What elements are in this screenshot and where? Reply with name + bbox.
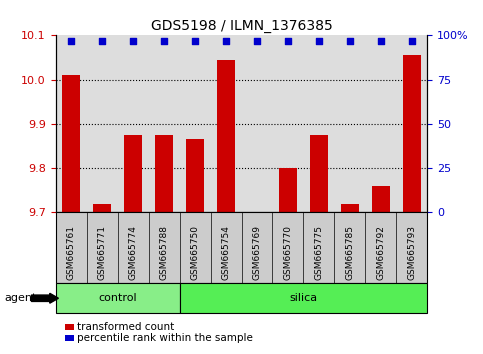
Bar [279, 168, 297, 212]
Point [98, 38, 106, 44]
Title: GDS5198 / ILMN_1376385: GDS5198 / ILMN_1376385 [151, 19, 332, 33]
Text: control: control [98, 293, 137, 303]
Bar [155, 135, 173, 212]
Text: GSM665770: GSM665770 [284, 225, 293, 280]
Point [408, 38, 416, 44]
Text: GSM665750: GSM665750 [190, 225, 199, 280]
Text: GSM665774: GSM665774 [128, 225, 138, 280]
Bar [372, 186, 390, 212]
Bar [186, 139, 204, 212]
Point [315, 38, 323, 44]
Point [253, 38, 261, 44]
Text: GSM665792: GSM665792 [376, 225, 385, 280]
Bar [217, 60, 235, 212]
Text: GSM665771: GSM665771 [98, 225, 107, 280]
Text: GSM665788: GSM665788 [159, 225, 169, 280]
Bar [93, 204, 112, 212]
Text: agent: agent [5, 293, 37, 303]
Point [129, 38, 137, 44]
Bar [124, 135, 142, 212]
Point [191, 38, 199, 44]
Point [346, 38, 354, 44]
Bar [310, 135, 328, 212]
Point [222, 38, 230, 44]
Text: GSM665793: GSM665793 [408, 225, 416, 280]
Bar [62, 75, 80, 212]
Bar [403, 55, 421, 212]
Bar [248, 212, 266, 219]
Text: GSM665785: GSM665785 [345, 225, 355, 280]
Point [284, 38, 292, 44]
Text: GSM665775: GSM665775 [314, 225, 324, 280]
Point [160, 38, 168, 44]
Point [377, 38, 385, 44]
Bar [341, 204, 359, 212]
Text: GSM665754: GSM665754 [222, 225, 230, 280]
Text: silica: silica [289, 293, 317, 303]
Text: GSM665761: GSM665761 [67, 225, 75, 280]
Text: GSM665769: GSM665769 [253, 225, 261, 280]
Text: transformed count: transformed count [77, 322, 174, 332]
Text: percentile rank within the sample: percentile rank within the sample [77, 333, 253, 343]
Point [67, 38, 75, 44]
